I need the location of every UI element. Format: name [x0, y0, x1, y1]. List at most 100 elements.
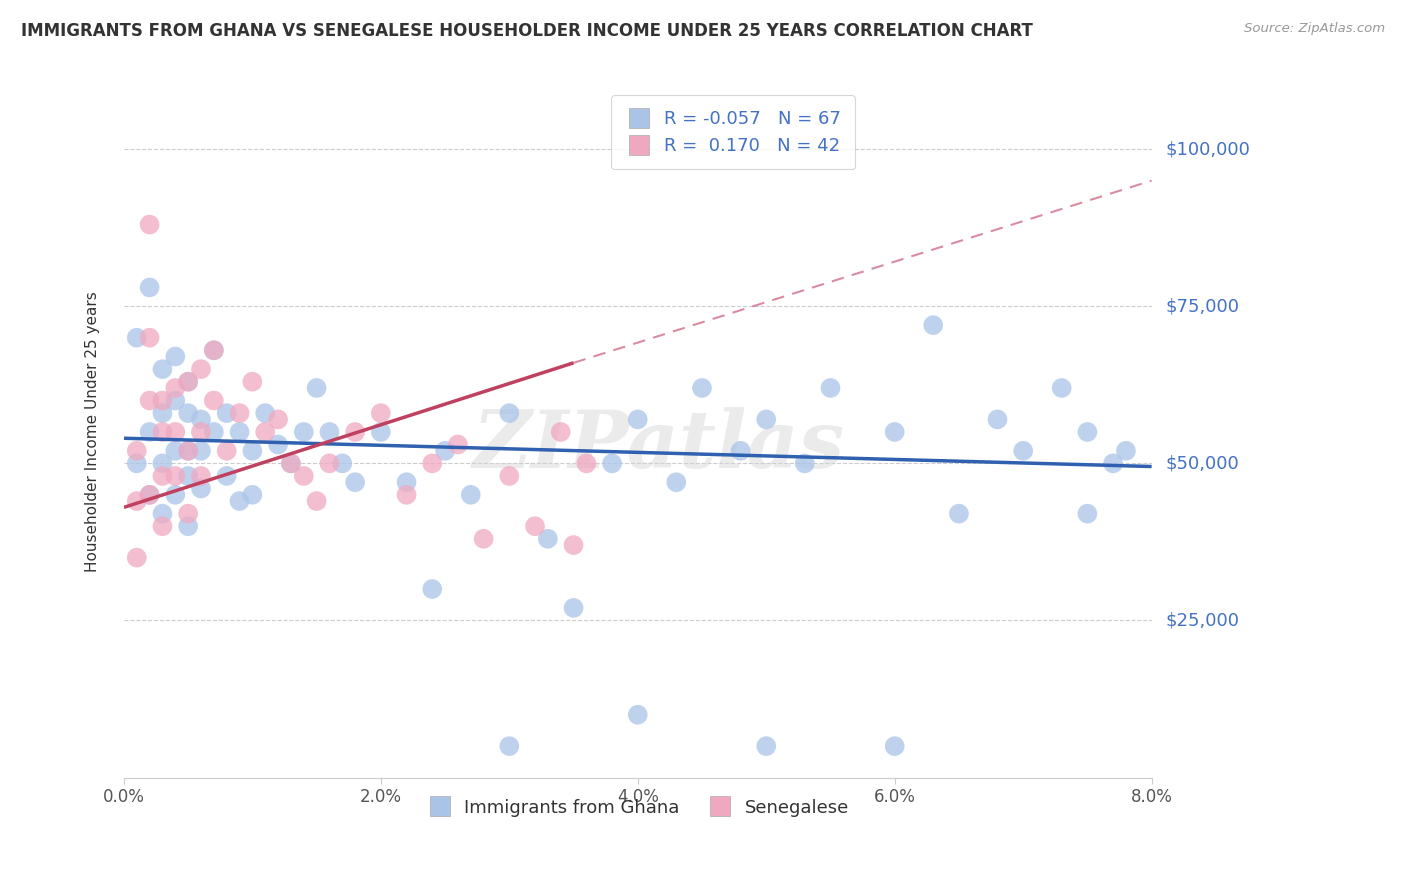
Point	[370, 406, 392, 420]
Text: $50,000: $50,000	[1166, 454, 1239, 473]
Point	[344, 475, 367, 490]
Point	[138, 488, 160, 502]
Point	[305, 381, 328, 395]
Point	[190, 412, 212, 426]
Point	[254, 406, 277, 420]
Point	[202, 343, 225, 358]
Point	[267, 437, 290, 451]
Point	[280, 456, 302, 470]
Point	[165, 488, 187, 502]
Point	[240, 488, 263, 502]
Point	[152, 393, 174, 408]
Text: $100,000: $100,000	[1166, 140, 1250, 158]
Point	[665, 475, 688, 490]
Point	[215, 469, 238, 483]
Point	[190, 469, 212, 483]
Point	[1102, 456, 1125, 470]
Point	[986, 412, 1008, 426]
Point	[562, 538, 585, 552]
Point	[152, 362, 174, 376]
Point	[524, 519, 547, 533]
Point	[1050, 381, 1073, 395]
Point	[562, 601, 585, 615]
Point	[177, 443, 200, 458]
Point	[395, 488, 418, 502]
Point	[177, 406, 200, 420]
Point	[292, 425, 315, 439]
Point	[165, 425, 187, 439]
Point	[125, 456, 148, 470]
Point	[460, 488, 482, 502]
Point	[922, 318, 945, 333]
Point	[177, 507, 200, 521]
Point	[370, 425, 392, 439]
Point	[152, 425, 174, 439]
Text: ZIPatlas: ZIPatlas	[472, 407, 845, 484]
Point	[190, 362, 212, 376]
Point	[318, 456, 340, 470]
Point	[292, 469, 315, 483]
Point	[190, 482, 212, 496]
Point	[138, 280, 160, 294]
Point	[330, 456, 353, 470]
Point	[165, 350, 187, 364]
Text: IMMIGRANTS FROM GHANA VS SENEGALESE HOUSEHOLDER INCOME UNDER 25 YEARS CORRELATIO: IMMIGRANTS FROM GHANA VS SENEGALESE HOUS…	[21, 22, 1033, 40]
Point	[305, 494, 328, 508]
Point	[575, 456, 598, 470]
Point	[190, 443, 212, 458]
Point	[627, 412, 650, 426]
Point	[138, 218, 160, 232]
Point	[202, 425, 225, 439]
Point	[202, 343, 225, 358]
Point	[793, 456, 815, 470]
Point	[177, 469, 200, 483]
Point	[318, 425, 340, 439]
Point	[472, 532, 495, 546]
Point	[550, 425, 572, 439]
Point	[177, 375, 200, 389]
Point	[1115, 443, 1137, 458]
Point	[125, 443, 148, 458]
Point	[420, 456, 443, 470]
Point	[215, 443, 238, 458]
Text: $75,000: $75,000	[1166, 297, 1240, 315]
Point	[600, 456, 623, 470]
Point	[344, 425, 367, 439]
Point	[883, 739, 905, 753]
Point	[498, 469, 520, 483]
Text: $25,000: $25,000	[1166, 612, 1240, 630]
Point	[267, 412, 290, 426]
Point	[420, 582, 443, 596]
Point	[498, 739, 520, 753]
Point	[138, 331, 160, 345]
Point	[177, 375, 200, 389]
Point	[755, 739, 778, 753]
Point	[395, 475, 418, 490]
Point	[948, 507, 970, 521]
Point	[165, 393, 187, 408]
Point	[138, 425, 160, 439]
Point	[240, 443, 263, 458]
Point	[177, 519, 200, 533]
Point	[434, 443, 457, 458]
Point	[152, 469, 174, 483]
Point	[165, 381, 187, 395]
Point	[215, 406, 238, 420]
Point	[138, 488, 160, 502]
Point	[190, 425, 212, 439]
Point	[152, 406, 174, 420]
Point	[152, 507, 174, 521]
Point	[177, 443, 200, 458]
Point	[755, 412, 778, 426]
Point	[202, 393, 225, 408]
Point	[820, 381, 842, 395]
Point	[1076, 425, 1098, 439]
Point	[537, 532, 560, 546]
Point	[730, 443, 752, 458]
Point	[228, 425, 250, 439]
Point	[627, 707, 650, 722]
Point	[152, 456, 174, 470]
Point	[447, 437, 470, 451]
Point	[152, 519, 174, 533]
Point	[254, 425, 277, 439]
